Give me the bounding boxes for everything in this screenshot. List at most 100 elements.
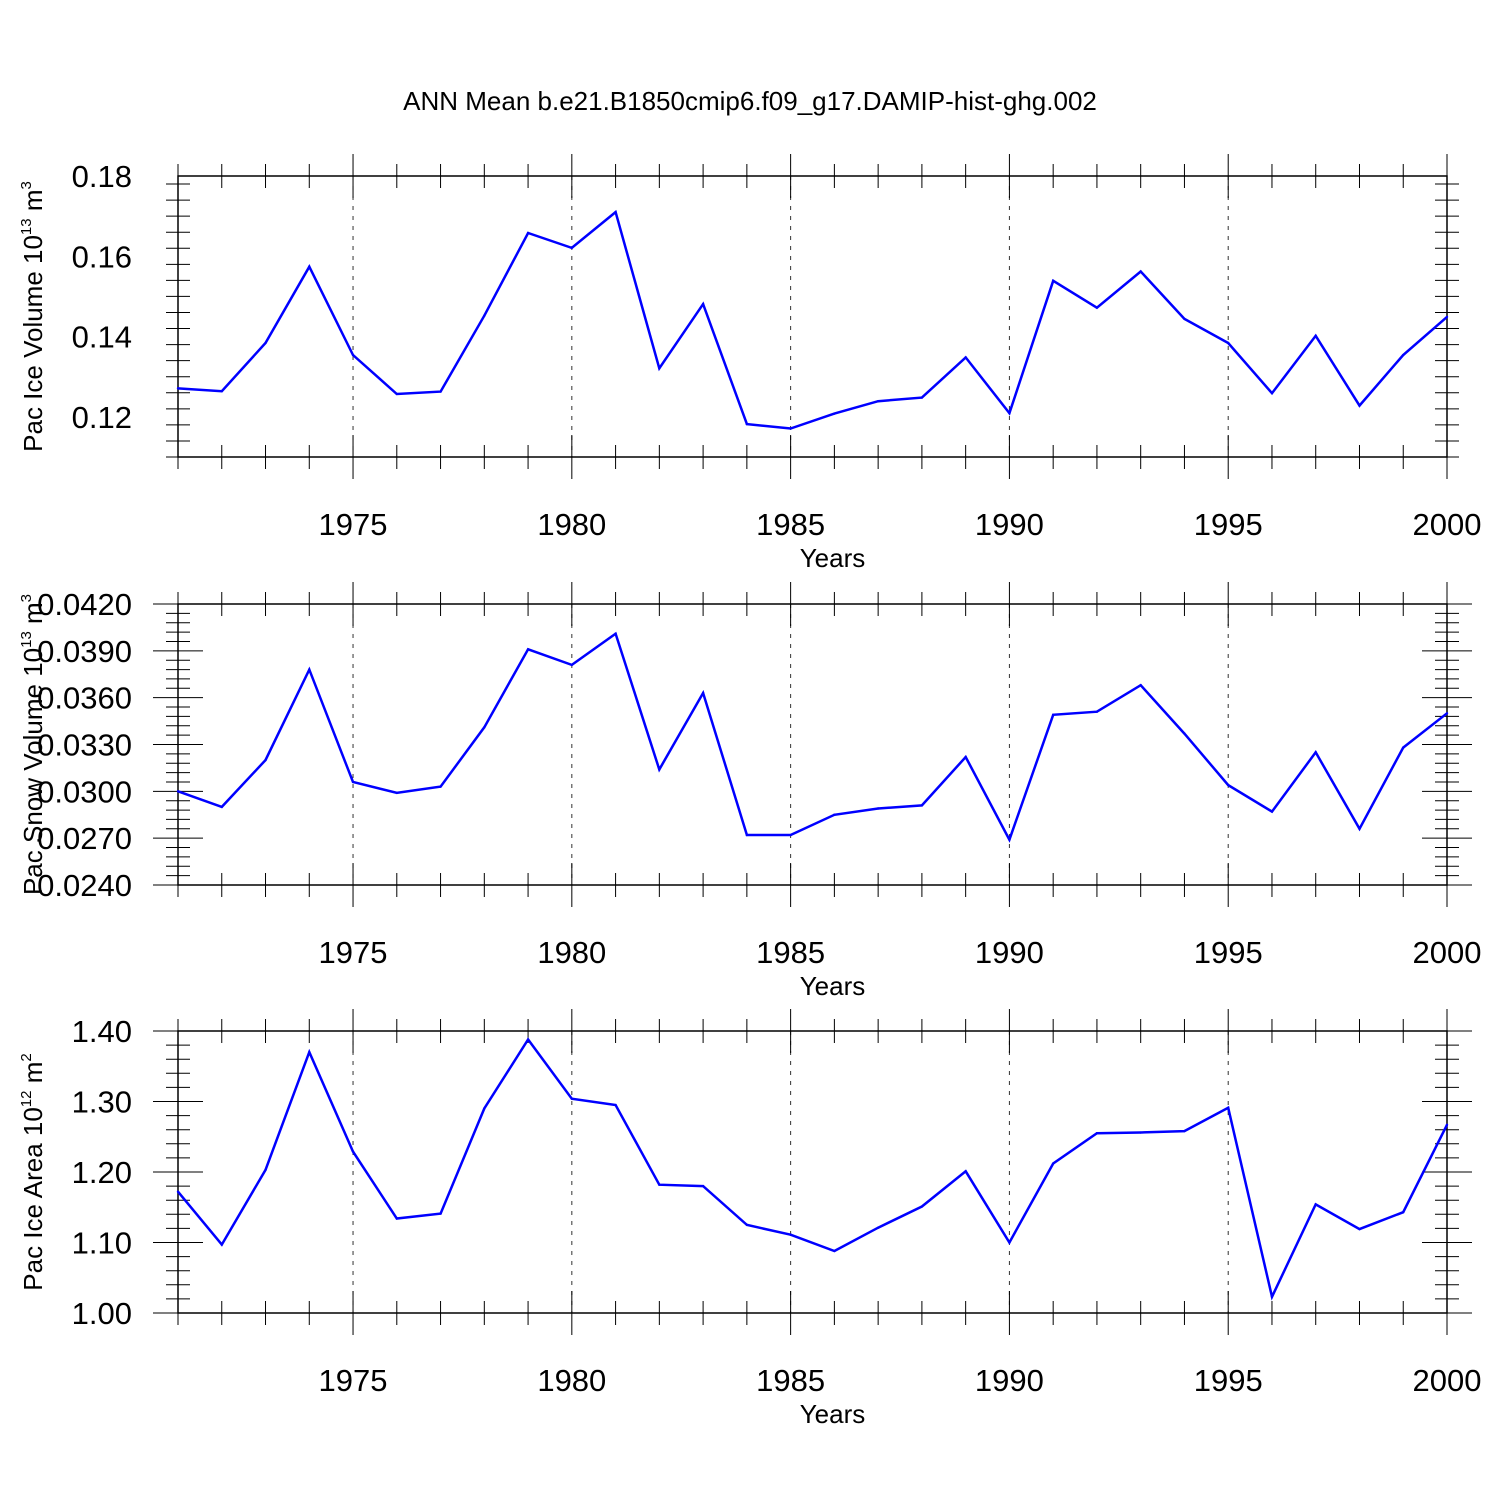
data-point <box>964 755 967 759</box>
y-tick-label: 1.40 <box>72 1014 132 1049</box>
data-point <box>1445 712 1449 715</box>
data-point <box>439 1212 442 1215</box>
data-point <box>1270 810 1274 813</box>
data-point <box>876 400 880 403</box>
plot-frame <box>177 175 1448 458</box>
y-tick-label: 0.0420 <box>37 587 132 622</box>
data-point <box>1183 317 1186 321</box>
y-tick-label: 0.16 <box>72 239 132 274</box>
y-axis-label-text: Pac Ice Volume 10 <box>18 235 48 452</box>
data-point <box>1227 341 1230 345</box>
y-axis-label-unit: m <box>18 602 48 631</box>
data-point <box>833 412 836 415</box>
data-point <box>789 833 792 837</box>
data-point <box>395 392 398 396</box>
y-axis-label-exponent: 13 <box>18 631 35 648</box>
data-point <box>1358 404 1361 407</box>
data-point <box>1227 783 1230 787</box>
data-point <box>1445 1123 1449 1126</box>
y-tick-label: 1.00 <box>72 1296 132 1331</box>
plot-frame <box>177 1030 1448 1314</box>
x-tick-label: 1995 <box>1194 935 1263 970</box>
y-tick-label: 1.30 <box>72 1085 132 1120</box>
data-point <box>833 813 836 816</box>
data-point <box>570 246 574 250</box>
panel-3: 1.00 1.10 1.20 1.30 1.40 1975 1980 1985 1990 1995… <box>18 1009 1481 1429</box>
figure-title: ANN Mean b.e21.B1850cmip6.f09_g17.DAMIP-… <box>403 86 1097 116</box>
y-axis-label-text: Pac Snow Volume 10 <box>18 648 48 895</box>
x-tick-label: 1975 <box>319 935 388 970</box>
data-point <box>264 1168 267 1172</box>
data-point <box>658 367 661 370</box>
data-point <box>964 356 967 359</box>
data-point <box>176 790 180 793</box>
y-axis-label-unit: m <box>18 189 48 218</box>
data-point <box>220 1243 223 1246</box>
data-point <box>833 1249 836 1253</box>
data-point <box>1314 751 1317 754</box>
data-point <box>701 302 705 306</box>
data-point <box>526 1038 530 1041</box>
data-point <box>264 758 267 762</box>
data-point <box>614 632 617 635</box>
data-point <box>1051 279 1055 282</box>
x-tick-label: 1980 <box>537 507 606 542</box>
data-point <box>308 265 311 268</box>
data-point <box>1095 306 1099 309</box>
data-point <box>920 396 924 399</box>
data-point <box>1183 1129 1186 1133</box>
data-point <box>526 648 530 651</box>
data-point <box>745 422 749 426</box>
data-point <box>395 1217 398 1220</box>
data-point <box>176 1190 180 1193</box>
data-point <box>1270 391 1274 395</box>
data-point <box>1051 1162 1055 1165</box>
y-axis-label: Pac Ice Volume 1013 m3 <box>18 181 48 452</box>
data-point <box>701 1184 705 1188</box>
x-tick-label: 1985 <box>756 1363 825 1398</box>
x-tick-label: 1990 <box>975 507 1044 542</box>
data-point <box>1095 710 1099 713</box>
plot-frame <box>177 603 1448 886</box>
data-point <box>526 231 530 235</box>
data-point <box>176 387 180 390</box>
data-point <box>570 663 574 667</box>
x-tick-label: 1995 <box>1194 507 1263 542</box>
data-point <box>220 805 223 809</box>
x-tick-label: 2000 <box>1413 1363 1482 1398</box>
data-point <box>745 833 749 837</box>
y-tick-label: 0.0300 <box>37 774 132 809</box>
x-tick-label: 1995 <box>1194 1363 1263 1398</box>
data-point <box>1314 1203 1317 1206</box>
data-point <box>1008 412 1011 415</box>
y-tick-label: 1.20 <box>72 1155 132 1190</box>
x-tick-label: 1990 <box>975 1363 1044 1398</box>
x-tick-label: 1975 <box>319 507 388 542</box>
data-point <box>439 390 442 393</box>
data-point <box>308 668 311 671</box>
y-axis-label-unit-exponent: 3 <box>18 594 35 602</box>
data-point <box>658 768 661 771</box>
y-tick-label: 0.0330 <box>37 728 132 763</box>
data-point <box>1095 1132 1099 1135</box>
data-point <box>789 427 792 430</box>
data-point <box>876 807 880 810</box>
data-point <box>1008 1241 1011 1244</box>
data-point <box>483 1107 486 1110</box>
data-point <box>1270 1295 1274 1298</box>
x-tick-label: 2000 <box>1413 935 1482 970</box>
y-axis-label-unit: m <box>18 1062 48 1091</box>
data-point <box>1183 732 1186 735</box>
series-line <box>177 209 1448 430</box>
data-point <box>308 1050 311 1054</box>
series-line <box>177 1037 1449 1301</box>
data-point <box>483 314 486 317</box>
data-point <box>658 1183 661 1186</box>
x-axis-label: Years <box>800 1399 866 1429</box>
data-point <box>1227 1106 1230 1110</box>
y-tick-label: 0.0360 <box>37 681 132 716</box>
data-point <box>351 1150 355 1153</box>
data-point <box>1402 353 1405 357</box>
data-point <box>439 785 442 788</box>
